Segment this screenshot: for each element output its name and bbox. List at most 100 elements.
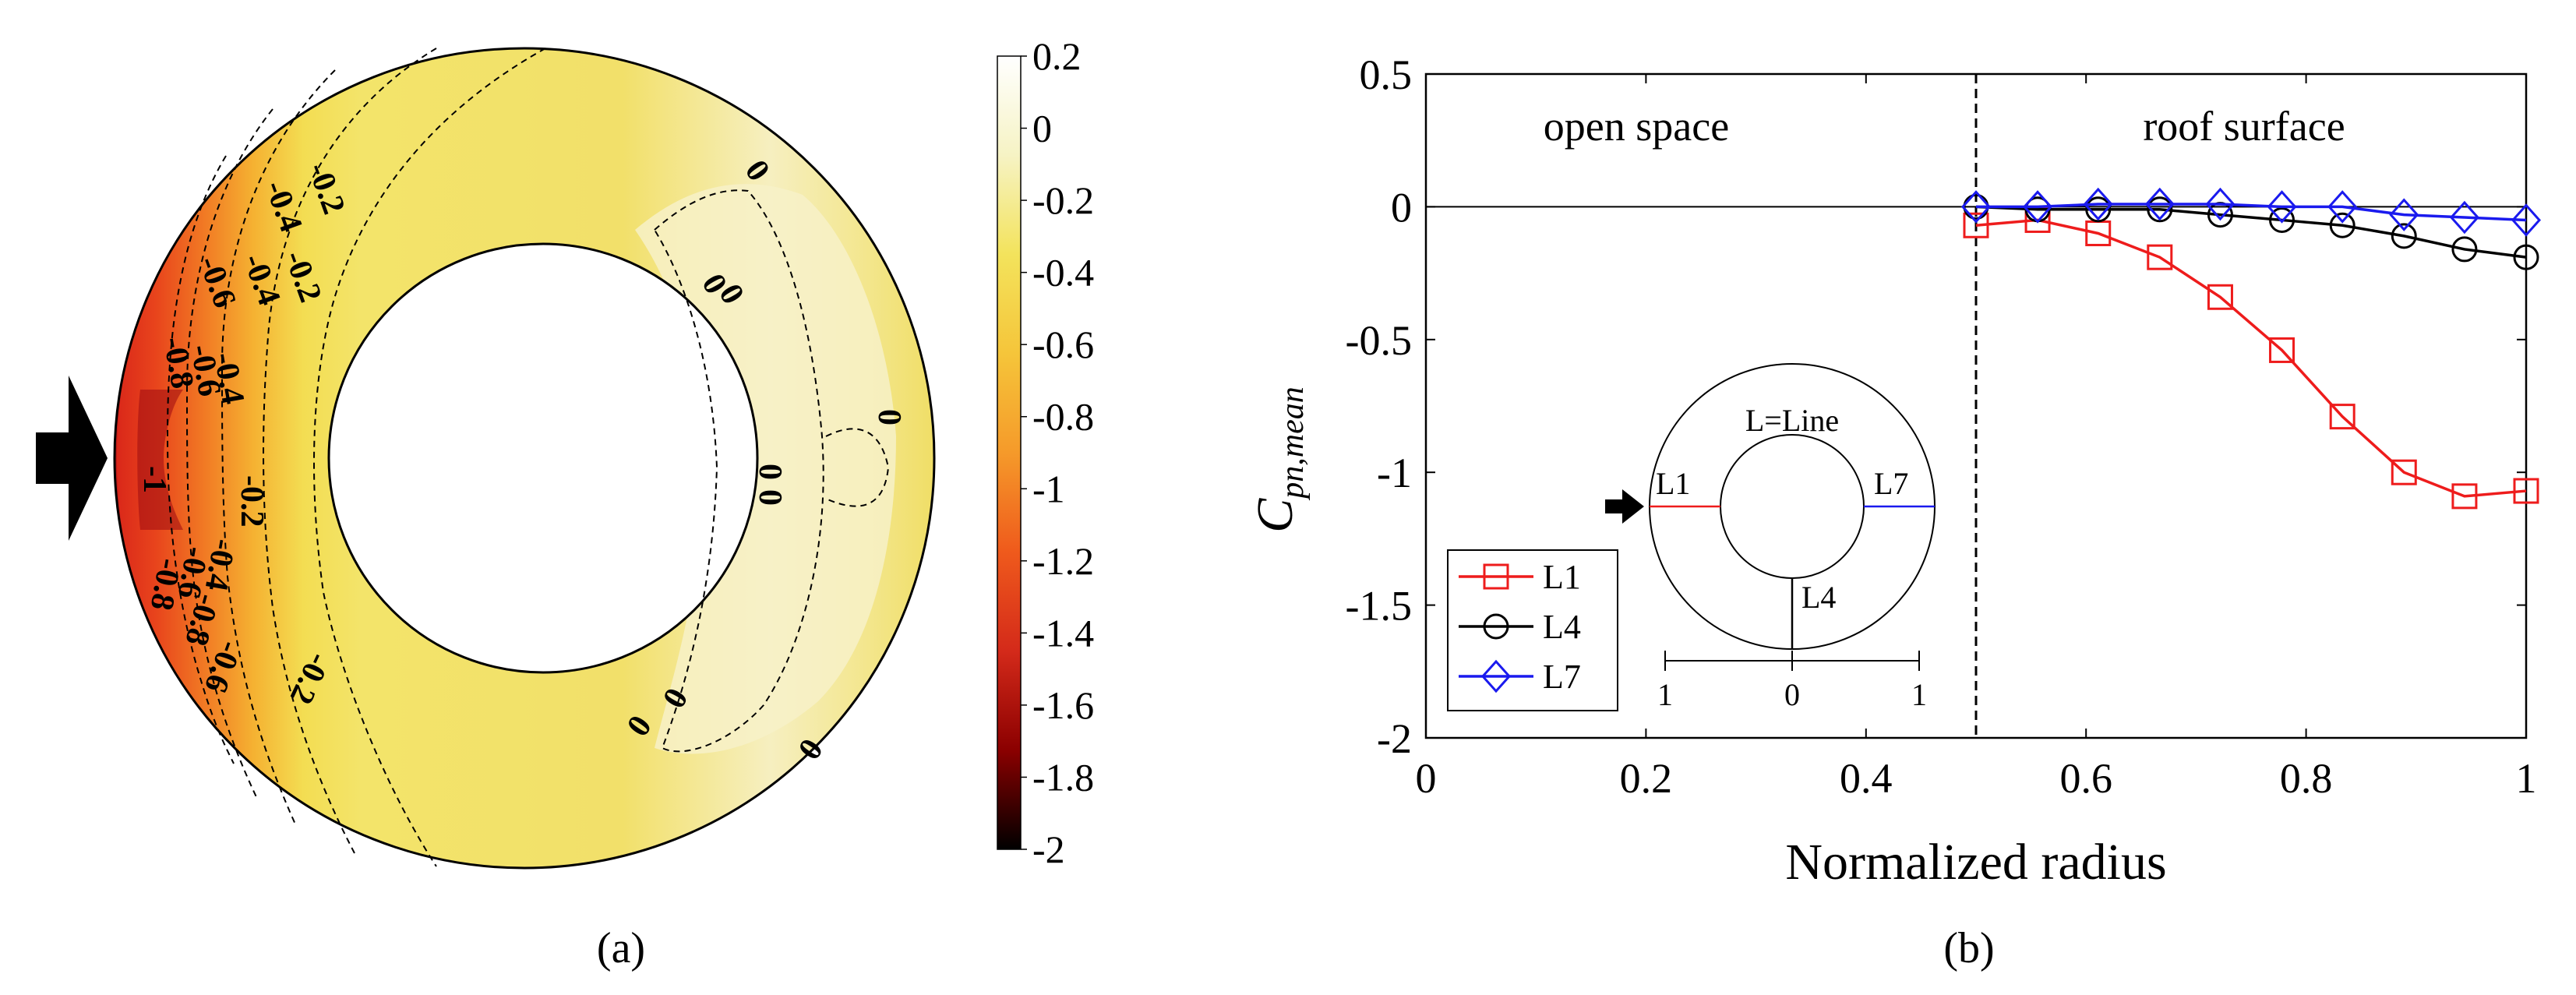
inset-title: L=Line <box>1745 403 1839 438</box>
data-point-l4 <box>2269 206 2295 233</box>
inset-scale-label: 1 <box>1657 677 1673 712</box>
colorbar-bar <box>997 55 1022 850</box>
colorbar-tick-label: -1.4 <box>1032 611 1094 655</box>
inset-label-l1: L1 <box>1656 466 1690 501</box>
legend-marker-l1 <box>1483 563 1509 590</box>
y-axis-title-main: C <box>1247 498 1304 533</box>
contour-label: -0.4 <box>206 350 251 407</box>
inset-label-l4: L4 <box>1801 580 1836 615</box>
contour-label: 0 <box>752 464 788 480</box>
inset-wind-arrow-icon <box>1605 489 1644 524</box>
colorbar-tick-label: -0.2 <box>1032 178 1094 222</box>
panel-b: open space roof surface 0 0.2 0.4 0.6 0.8 1 0… <box>1247 51 2542 972</box>
contour-label: -0.8 <box>143 556 188 612</box>
contour-labels: -0.2 -0.4 -0.2 -0.6 -0.4 -0.8 -0.6 -0.4 … <box>136 153 907 765</box>
data-point-l4 <box>2147 196 2173 223</box>
legend-items: L1 L4 L7 <box>1459 558 1581 696</box>
x-tick-label: 0.2 <box>1620 755 1673 802</box>
data-point-l4 <box>2391 223 2417 249</box>
series-line-l1 <box>1975 218 2527 498</box>
data-point-l1 <box>2513 478 2539 504</box>
pressure-contour-ring <box>113 47 936 870</box>
y-axis-ticks: 0.5 0 -0.5 -1 -1.5 -2 <box>1346 51 2526 762</box>
colorbar-tick-label: -0.8 <box>1032 395 1094 439</box>
y-tick-label: -0.5 <box>1346 317 1412 364</box>
legend-label-l7: L7 <box>1543 658 1581 696</box>
colorbar-tick-label: -1 <box>1032 467 1065 510</box>
data-point-l4 <box>2451 236 2478 263</box>
legend-marker-l4 <box>1483 613 1509 640</box>
data-point-l1 <box>2391 459 2417 485</box>
inset-inner-circle <box>1720 434 1865 579</box>
data-point-l7 <box>2023 190 2053 224</box>
data-point-l7 <box>2389 198 2419 231</box>
series-l7 <box>1960 187 2542 237</box>
x-tick-label: 1 <box>2516 755 2537 802</box>
data-point-l7 <box>2144 187 2175 221</box>
y-tick-label: -2 <box>1377 715 1412 762</box>
contour-label: -0.8 <box>156 334 200 391</box>
inset-schematic: L=Line L1 L7 L4 1 0 1 <box>1605 363 1936 712</box>
inset-scale-label: 1 <box>1911 677 1927 712</box>
y-axis-title: Cpn,mean <box>1247 386 1311 533</box>
data-point-l7 <box>2327 190 2358 224</box>
x-tick-label: 0 <box>1416 755 1437 802</box>
data-point-l1 <box>1963 212 1989 238</box>
x-tick-label: 0.6 <box>2059 755 2112 802</box>
data-point-l1 <box>2451 483 2478 510</box>
contour-label: -0.4 <box>198 536 242 593</box>
colorbar-tick-label: -0.6 <box>1032 323 1094 366</box>
y-tick-label: 0 <box>1391 184 1412 231</box>
colorbar-tick-label: -2 <box>1032 827 1065 871</box>
legend-marker-l7 <box>1480 659 1512 693</box>
y-tick-label: 0.5 <box>1360 51 1413 98</box>
contour-label: 0 <box>752 489 788 506</box>
series-line-l4 <box>1975 205 2527 259</box>
colorbar-tick-label: 0.2 <box>1032 34 1082 78</box>
colorbar-tick-label: -1.6 <box>1032 683 1094 727</box>
colorbar-tick-label: -1.2 <box>1032 539 1094 583</box>
colorbar-tick-label: 0 <box>1032 107 1052 150</box>
colorbar-ticks: 0.2 0 -0.2 -0.4 -0.6 -0.8 -1 -1.2 -1.4 -1.6 -1.8 -2 <box>1021 34 1094 871</box>
x-tick-label: 0.8 <box>2280 755 2333 802</box>
panel-a-caption: (a) <box>597 924 645 972</box>
data-point-l1 <box>2147 244 2173 270</box>
x-axis-ticks: 0 0.2 0.4 0.6 0.8 1 <box>1416 74 2537 802</box>
y-tick-label: -1.5 <box>1346 583 1412 630</box>
legend: L1 L4 L7 <box>1447 549 1618 711</box>
data-point-l7 <box>2083 187 2113 221</box>
contour-label: 0 <box>871 409 907 425</box>
legend-label-l1: L1 <box>1543 558 1581 596</box>
x-axis-title: Normalized radius <box>1785 834 2166 891</box>
series-l1 <box>1963 206 2539 510</box>
data-point-l4 <box>2329 212 2355 238</box>
data-point-l7 <box>2267 190 2297 224</box>
colorbar-tick-label: -0.4 <box>1032 251 1094 295</box>
contour-label: -1 <box>136 466 172 493</box>
panel-b-caption: (b) <box>1943 924 1994 972</box>
wind-arrow-icon <box>36 376 108 541</box>
data-point-l4 <box>2513 244 2539 270</box>
data-point-l4 <box>2085 196 2112 223</box>
contour-label: -0.2 <box>234 475 270 527</box>
series-l4 <box>1963 193 2539 270</box>
data-point-l7 <box>1960 190 1992 224</box>
data-point-l7 <box>2449 200 2479 235</box>
data-point-l7 <box>2205 187 2235 221</box>
legend-label-l4: L4 <box>1543 608 1581 646</box>
contour-label: -0.6 <box>183 342 228 399</box>
data-point-l1 <box>2329 404 2355 430</box>
data-point-l1 <box>2207 284 2233 310</box>
data-point-l1 <box>2269 337 2295 363</box>
data-point-l7 <box>2511 203 2542 237</box>
data-series <box>1960 187 2542 510</box>
contour-label: -0.6 <box>171 544 215 601</box>
y-axis-title-subscript: pn,mean <box>1275 386 1311 500</box>
region-label-open-space: open space <box>1544 103 1729 150</box>
inset-scale-label: 0 <box>1784 677 1800 712</box>
region-label-roof-surface: roof surface <box>2143 103 2345 150</box>
panel-a: -0.2 -0.4 -0.2 -0.6 -0.4 -0.8 -0.6 -0.4 … <box>36 34 1094 972</box>
x-tick-label: 0.4 <box>1840 755 1893 802</box>
series-line-l7 <box>1976 203 2527 222</box>
